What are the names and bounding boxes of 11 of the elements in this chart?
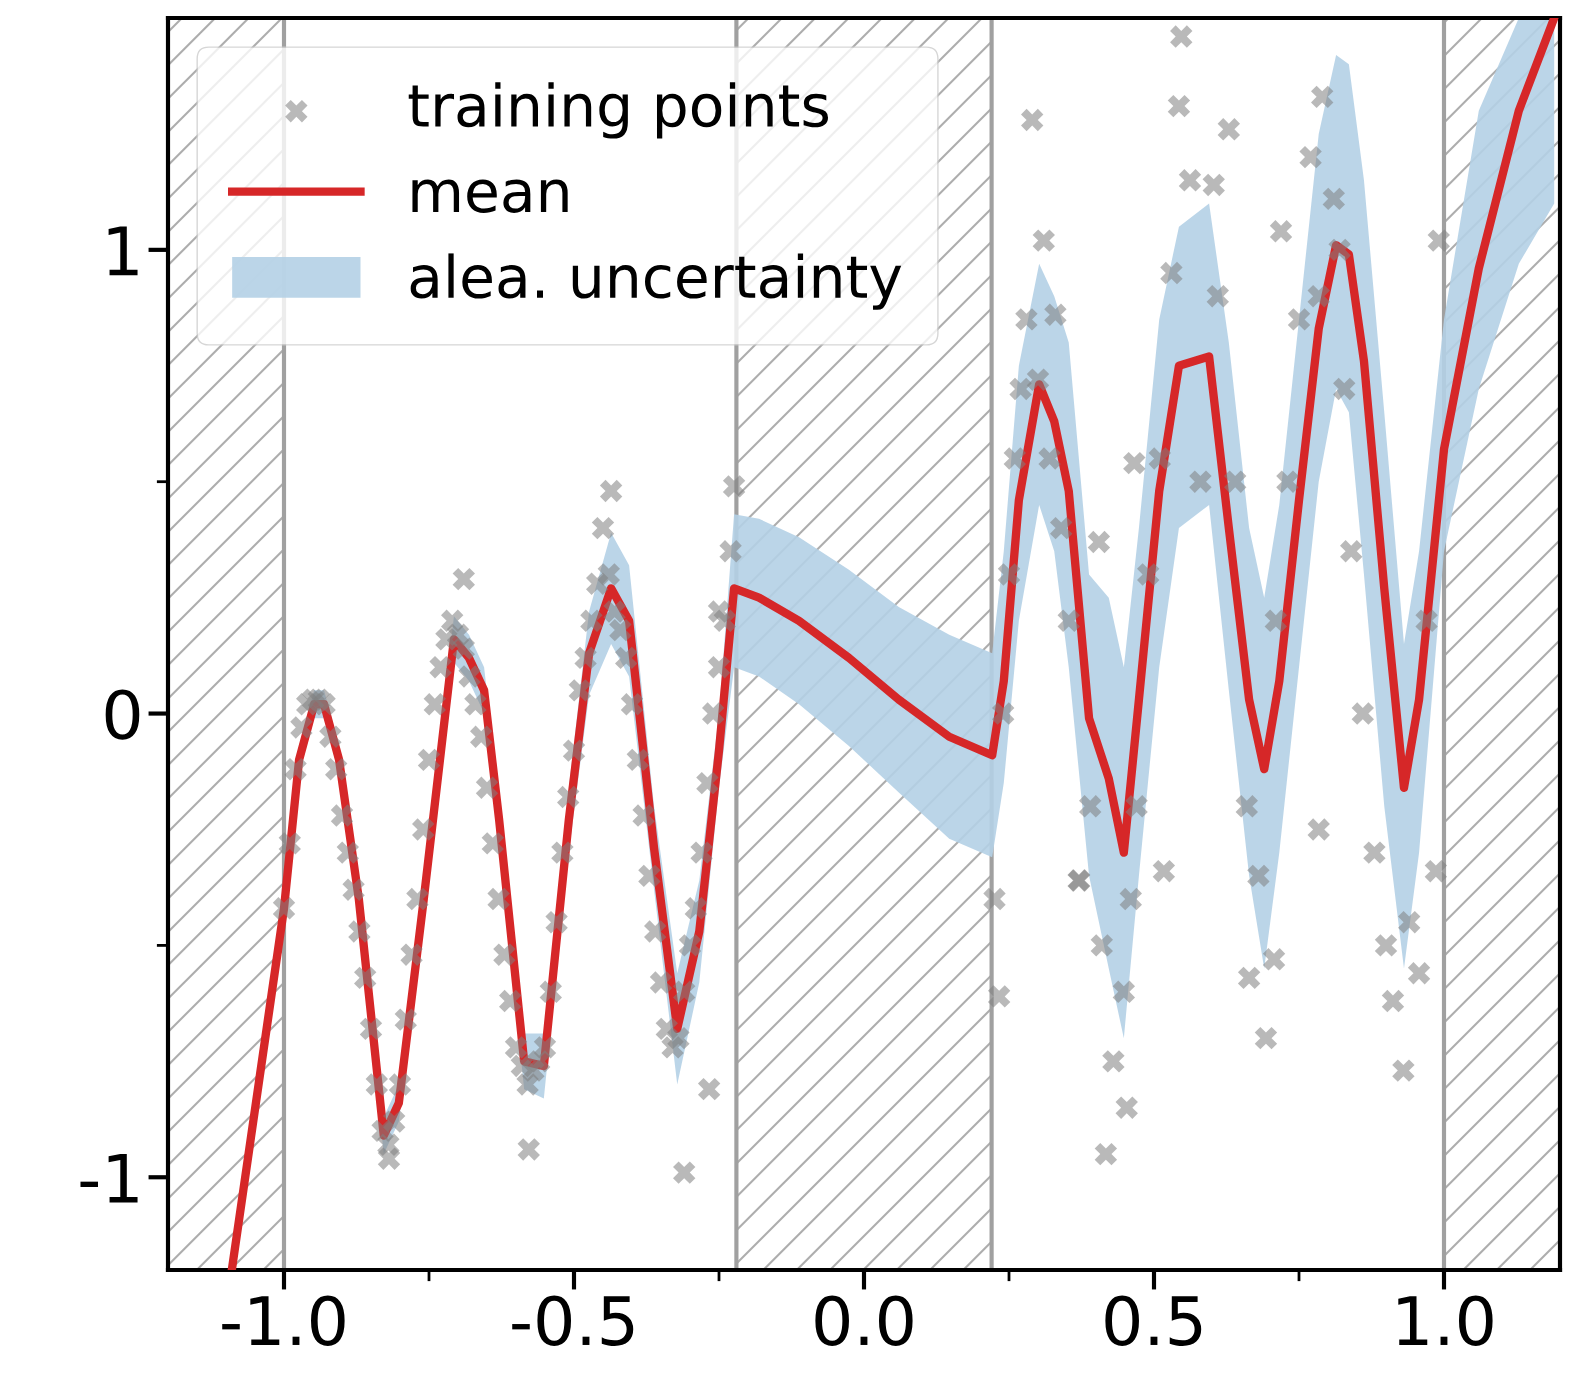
x-tick-label: -1.0 [222,1295,345,1346]
legend-label: mean [412,179,568,213]
x-tick-label: 0.5 [1105,1295,1202,1346]
y-tick-label: 0 [105,689,140,740]
x-tick-label: 1.0 [1398,1295,1493,1346]
y-tick-label: 1 [108,226,138,276]
x-tick-label: -0.5 [512,1295,634,1346]
legend-label: alea. uncertainty [410,253,902,310]
x-tick-label: 0.0 [815,1295,913,1346]
legend-label: training points [408,82,829,139]
y-tick-label: -1 [80,1153,138,1203]
